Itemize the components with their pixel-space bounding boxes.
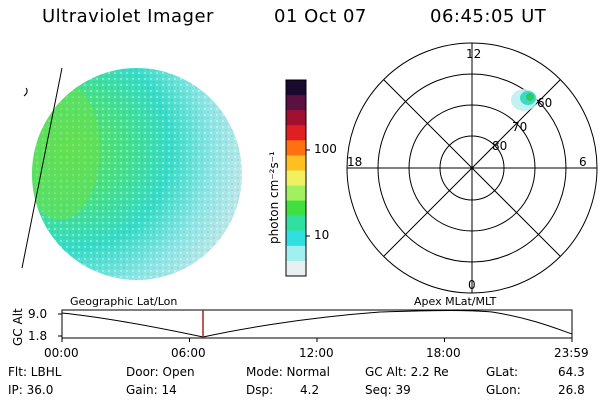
altitude-curve xyxy=(61,310,573,338)
lat-label-70: 70 xyxy=(512,120,528,134)
seq-readout: Seq: 39 xyxy=(365,383,411,397)
colorbar-segment xyxy=(286,80,306,96)
colorbar-segment xyxy=(286,95,306,111)
lat-label-60: 60 xyxy=(537,96,553,110)
timeline-xtick-06: 06:00 xyxy=(171,346,206,360)
colorbar-segment xyxy=(286,245,306,262)
timeline-ytick-label-low: 1.8 xyxy=(28,329,48,343)
colorbar-unit-label: photon cm⁻²s⁻¹ xyxy=(267,151,281,244)
terminator-line xyxy=(21,67,63,269)
polar-grid xyxy=(346,42,598,294)
colorbar-segment xyxy=(286,170,306,187)
color-scale-frame xyxy=(285,79,307,277)
lat-label-80: 80 xyxy=(492,139,508,153)
observation-date: 01 Oct 07 xyxy=(274,6,367,27)
earth-disk-image xyxy=(32,68,242,280)
colorbar-segment xyxy=(286,260,306,277)
timeline-xtick-18: 18:00 xyxy=(426,346,461,360)
mlt-label-18: 18 xyxy=(347,155,363,169)
colorbar-segment xyxy=(286,230,306,247)
colorbar-label-100: 100 xyxy=(314,142,337,156)
colorbar-segment xyxy=(286,140,306,156)
timeline-xtick-00: 00:00 xyxy=(44,346,79,360)
glat-value: 64.3 xyxy=(558,365,585,379)
glat-label: GLat: xyxy=(486,365,519,379)
glon-label: GLon: xyxy=(486,383,521,397)
mlt-label-0: 0 xyxy=(468,278,476,292)
timeline-xticks xyxy=(61,338,573,342)
colorbar-segment xyxy=(286,125,306,141)
mlt-label-12: 12 xyxy=(466,47,482,61)
apex-label: Apex MLat/MLT xyxy=(414,295,497,308)
observation-time: 06:45:05 UT xyxy=(430,6,547,27)
ip-readout: IP: 36.0 xyxy=(8,383,54,397)
geographic-label: Geographic Lat/Lon xyxy=(70,295,178,308)
gain-readout: Gain: 14 xyxy=(126,383,177,397)
mode-readout: Mode: Normal xyxy=(246,365,330,379)
colorbar-segment xyxy=(286,200,306,217)
mlt-label-6: 6 xyxy=(579,155,587,169)
instrument-title: Ultraviolet Imager xyxy=(42,6,214,27)
gc-alt-readout: GC Alt: 2.2 Re xyxy=(365,365,449,379)
colorbar-segment xyxy=(286,155,306,171)
colorbar-segment xyxy=(286,215,306,232)
auroral-spot xyxy=(511,89,537,111)
glon-value: 26.8 xyxy=(558,383,585,397)
dsp-label: Dsp: xyxy=(246,383,274,397)
colorbar-label-10: 10 xyxy=(314,228,330,242)
color-scale-bar xyxy=(286,80,306,277)
door-readout: Door: Open xyxy=(126,365,195,379)
timeline-xtick-2359: 23:59 xyxy=(554,346,589,360)
timeline-y-axis-label: GC Alt xyxy=(11,308,25,346)
colorbar-segment xyxy=(286,110,306,126)
timeline-ytick-label-high: 9.0 xyxy=(28,307,48,321)
dsp-value: 4.2 xyxy=(300,383,320,397)
coastline-fragment xyxy=(23,87,28,97)
timeline-xtick-12: 12:00 xyxy=(299,346,334,360)
colorbar-segment xyxy=(286,185,306,202)
filter-readout: Flt: LBHL xyxy=(8,365,62,379)
